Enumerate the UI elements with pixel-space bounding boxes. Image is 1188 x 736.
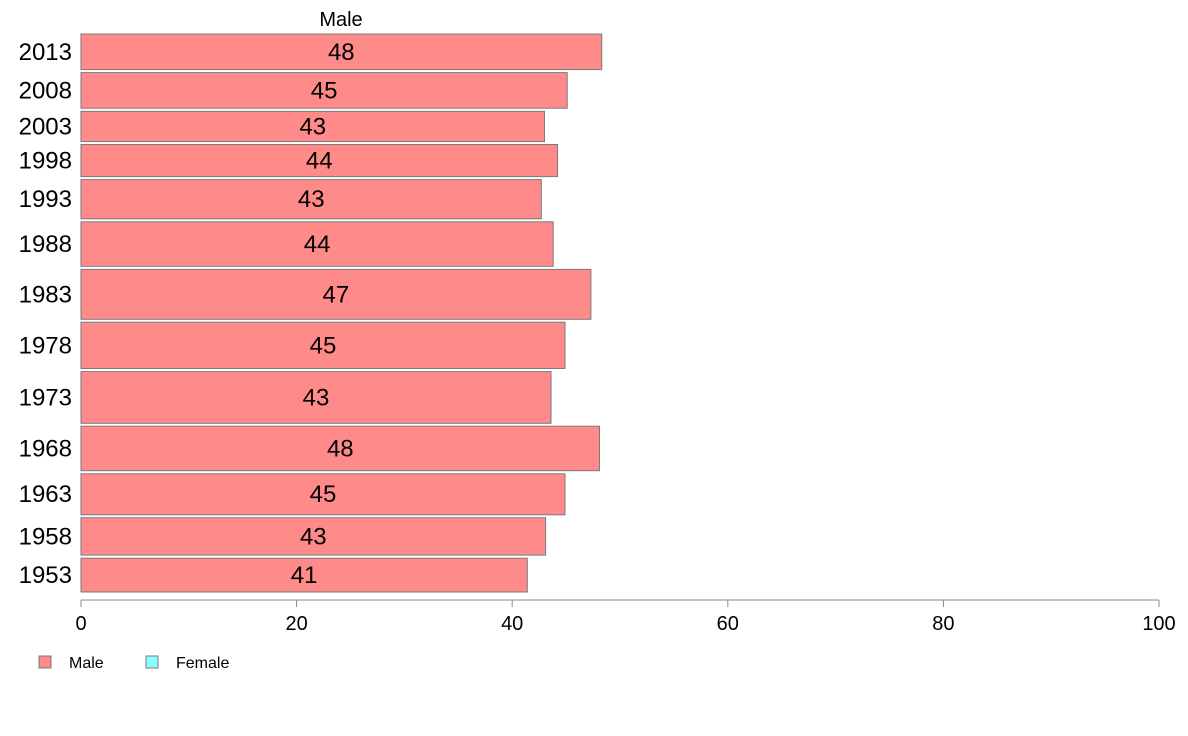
data-label-1963: 45 [310,481,337,508]
data-label-1988: 44 [304,231,331,258]
y-tick-label-1978: 1978 [19,332,72,359]
data-label-1998: 44 [306,148,333,175]
y-tick-label-1983: 1983 [19,281,72,308]
bar-2008 [80,72,568,109]
y-tick-label-1998: 1998 [19,148,72,175]
bar-1973 [80,371,552,424]
y-tick-label-1968: 1968 [19,436,72,463]
legend-swatch-female [145,655,159,669]
data-label-2008: 45 [311,77,338,104]
data-label-2013: 48 [328,39,355,66]
legend-swatch-male [38,655,52,669]
data-label-1993: 43 [298,186,325,213]
x-axis-ticks: 0 20 40 60 80 100 [75,600,1176,635]
y-tick-label-1993: 1993 [19,186,72,213]
legend-label-female: Female [176,655,229,672]
y-tick-label-2008: 2008 [19,77,72,104]
x-tick-label-40: 40 [501,613,523,635]
legend-label-male: Male [69,655,104,672]
bar-1953 [80,557,528,593]
legend: Male Female [38,655,229,672]
y-tick-label-1963: 1963 [19,481,72,508]
bars-group [80,33,603,593]
y-axis-labels: 2013 2008 2003 1998 1993 1988 1983 1978 1973 1968… [19,39,72,589]
y-tick-label-1958: 1958 [19,523,72,550]
data-labels: 48 45 43 44 43 44 47 45 43 48 45 43 41 [291,39,355,589]
data-label-2003: 43 [299,113,326,140]
data-label-1978: 45 [310,332,337,359]
x-tick-label-0: 0 [75,613,86,635]
bar-1983 [80,268,592,320]
bar-1988 [80,221,554,267]
y-tick-label-1973: 1973 [19,384,72,411]
bar-1963 [80,473,566,516]
y-tick-label-2003: 2003 [19,113,72,140]
bar-1968 [80,425,600,472]
bar-1993 [80,179,542,220]
bar-1978 [80,321,566,370]
data-label-1983: 47 [323,281,350,308]
x-tick-label-20: 20 [285,613,307,635]
x-tick-label-60: 60 [717,613,739,635]
y-tick-label-1953: 1953 [19,562,72,589]
data-label-1968: 48 [327,436,354,463]
data-label-1973: 43 [303,384,330,411]
bar-1998 [80,144,558,178]
bar-2003 [80,110,545,143]
x-tick-label-80: 80 [932,613,954,635]
data-label-1958: 43 [300,523,327,550]
bar-2013 [80,33,603,71]
y-tick-label-1988: 1988 [19,231,72,258]
y-tick-label-2013: 2013 [19,39,72,66]
x-tick-label-100: 100 [1142,613,1175,635]
chart-title: Male [319,9,362,31]
bar-1958 [80,517,547,556]
data-label-1953: 41 [291,562,318,589]
